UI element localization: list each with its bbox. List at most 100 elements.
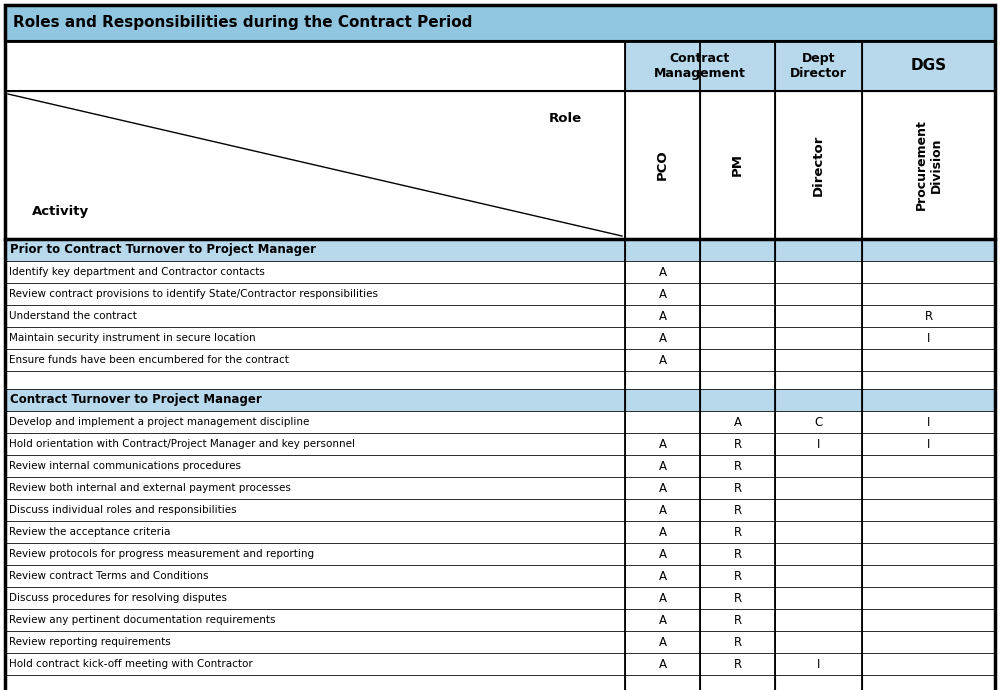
Bar — [775, 433, 862, 455]
Bar — [700, 283, 775, 305]
Bar — [5, 455, 625, 477]
Bar — [625, 521, 700, 543]
Text: R: R — [733, 591, 742, 604]
Bar — [700, 653, 775, 675]
Bar — [862, 609, 995, 631]
Text: Review both internal and external payment processes: Review both internal and external paymen… — [9, 483, 291, 493]
Bar — [700, 411, 775, 433]
Bar — [862, 283, 995, 305]
Bar — [775, 653, 862, 675]
Bar — [625, 91, 700, 239]
Bar — [5, 261, 625, 283]
Bar — [625, 477, 700, 499]
Text: R: R — [924, 310, 933, 322]
Bar — [862, 587, 995, 609]
Bar — [5, 433, 625, 455]
Text: Procurement
Division: Procurement Division — [914, 119, 942, 210]
Text: R: R — [733, 635, 742, 649]
Text: PCO: PCO — [656, 150, 669, 180]
Bar — [700, 305, 775, 327]
Bar — [625, 543, 700, 565]
Bar — [775, 41, 862, 91]
Bar — [700, 433, 775, 455]
Text: R: R — [733, 569, 742, 582]
Text: I: I — [927, 437, 930, 451]
Text: A: A — [658, 591, 666, 604]
Text: A: A — [658, 526, 666, 538]
Bar — [862, 327, 995, 349]
Bar — [775, 543, 862, 565]
Bar — [5, 653, 625, 675]
Bar — [700, 543, 775, 565]
Bar — [5, 91, 625, 239]
Bar — [862, 261, 995, 283]
Text: R: R — [733, 526, 742, 538]
Bar — [775, 565, 862, 587]
Text: DGS: DGS — [910, 59, 947, 74]
Bar — [700, 349, 775, 371]
Bar — [5, 327, 625, 349]
Text: R: R — [733, 547, 742, 560]
Text: A: A — [658, 504, 666, 517]
Text: R: R — [733, 613, 742, 627]
Bar — [5, 543, 625, 565]
Bar — [862, 349, 995, 371]
Bar — [862, 305, 995, 327]
Text: Review any pertinent documentation requirements: Review any pertinent documentation requi… — [9, 615, 276, 625]
Bar — [862, 455, 995, 477]
Bar — [5, 5, 995, 41]
Text: A: A — [658, 460, 666, 473]
Bar — [862, 433, 995, 455]
Text: C: C — [814, 415, 823, 428]
Bar — [5, 521, 625, 543]
Text: I: I — [927, 415, 930, 428]
Text: Dept
Director: Dept Director — [790, 52, 847, 80]
Bar — [862, 477, 995, 499]
Bar — [625, 433, 700, 455]
Text: Understand the contract: Understand the contract — [9, 311, 137, 321]
Bar — [775, 455, 862, 477]
Bar — [625, 609, 700, 631]
Text: Review the acceptance criteria: Review the acceptance criteria — [9, 527, 170, 537]
Bar — [700, 455, 775, 477]
Bar — [775, 499, 862, 521]
Bar — [5, 565, 625, 587]
Text: Roles and Responsibilities during the Contract Period: Roles and Responsibilities during the Co… — [13, 15, 472, 30]
Bar — [862, 565, 995, 587]
Bar — [775, 521, 862, 543]
Bar — [5, 283, 625, 305]
Bar — [5, 411, 625, 433]
Text: Develop and implement a project management discipline: Develop and implement a project manageme… — [9, 417, 309, 427]
Text: R: R — [733, 437, 742, 451]
Text: Review internal communications procedures: Review internal communications procedure… — [9, 461, 241, 471]
Text: A: A — [734, 415, 742, 428]
Text: Role: Role — [548, 112, 582, 126]
Bar — [5, 371, 995, 389]
Bar — [625, 349, 700, 371]
Bar — [625, 587, 700, 609]
Text: Ensure funds have been encumbered for the contract: Ensure funds have been encumbered for th… — [9, 355, 289, 365]
Bar — [700, 565, 775, 587]
Bar — [775, 411, 862, 433]
Bar — [862, 499, 995, 521]
Bar — [775, 91, 862, 239]
Text: A: A — [658, 353, 666, 366]
Text: Hold orientation with Contract/Project Manager and key personnel: Hold orientation with Contract/Project M… — [9, 439, 355, 449]
Bar — [700, 631, 775, 653]
Bar — [625, 455, 700, 477]
Bar — [775, 261, 862, 283]
Bar — [625, 41, 775, 91]
Text: A: A — [658, 547, 666, 560]
Bar — [775, 631, 862, 653]
Bar — [5, 609, 625, 631]
Bar — [862, 411, 995, 433]
Text: Discuss individual roles and responsibilities: Discuss individual roles and responsibil… — [9, 505, 237, 515]
Bar — [5, 631, 625, 653]
Bar — [5, 239, 995, 261]
Bar — [862, 91, 995, 239]
Text: Review contract provisions to identify State/Contractor responsibilities: Review contract provisions to identify S… — [9, 289, 378, 299]
Text: Contract Turnover to Project Manager: Contract Turnover to Project Manager — [10, 393, 262, 406]
Bar — [700, 521, 775, 543]
Bar — [862, 653, 995, 675]
Text: Hold contract kick-off meeting with Contractor: Hold contract kick-off meeting with Cont… — [9, 659, 253, 669]
